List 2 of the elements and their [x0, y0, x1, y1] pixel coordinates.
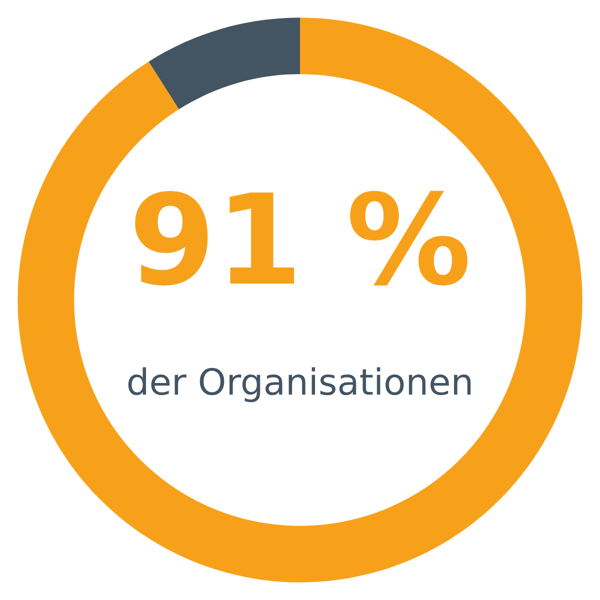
text: der Organisationen [128, 367, 471, 402]
data-label: 91 % [135, 190, 468, 286]
